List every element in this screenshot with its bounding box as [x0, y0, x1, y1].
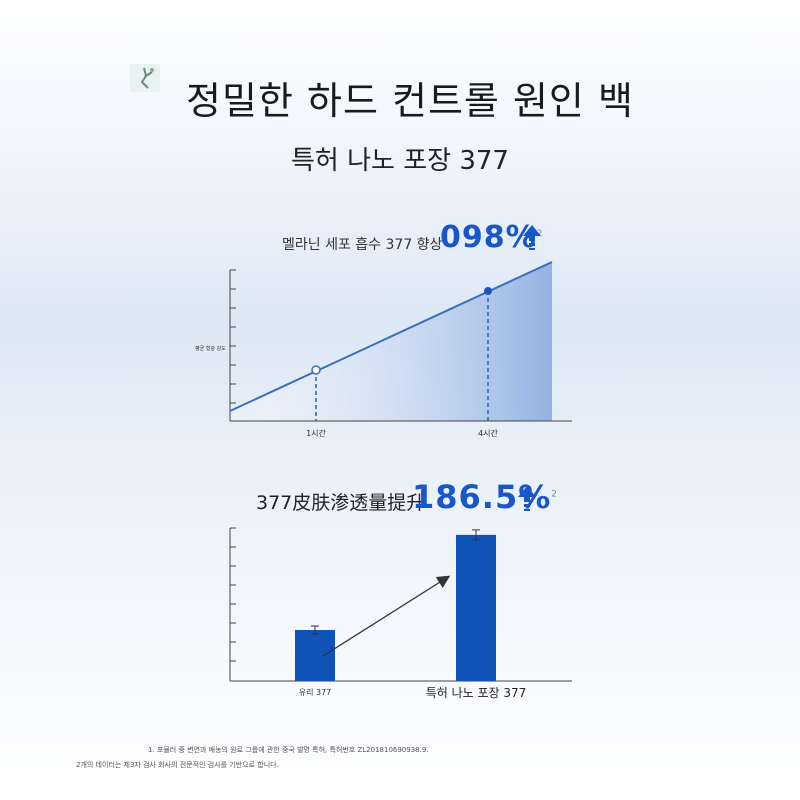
chart1-highlight-text: 098%: [440, 220, 537, 255]
chart2-xtick-2: 특허 나노 포장 377: [426, 686, 527, 700]
chart1-series-line: [229, 261, 553, 412]
chart2-footnote-mark: 2: [551, 489, 559, 500]
chart2-trend-arrow: [322, 575, 451, 657]
footnote-1: 1. 포뮬러 중 변연과 배농의 원료 그룹에 관한 중국 발명 특허, 특허번…: [148, 746, 429, 754]
chart2-bar-1: [295, 630, 335, 681]
arrow-up-icon: [523, 225, 541, 250]
chart2-title: 377皮肤渗透量提升: [256, 492, 426, 514]
chart1-point-4h: [484, 287, 492, 295]
arrow-up-icon: [518, 486, 536, 511]
chart1-footnote-mark: 2: [536, 229, 544, 239]
brand-logo-icon: [130, 64, 160, 92]
chart1-point-1h: [311, 365, 321, 375]
page-subtitle: 특허 나노 포장 377: [291, 146, 509, 176]
chart2-xtick-1: 유리 377: [299, 688, 332, 697]
chart1-xtick-1: 1시간: [306, 428, 326, 438]
footnote-2: 2개의 데이터는 제3자 검사 회사의 전문적인 검사를 기반으로 합니다.: [76, 761, 279, 769]
chart1-ylabel: 평균 형광 강도: [195, 345, 226, 352]
chart2-error-bar-2: [472, 529, 480, 541]
chart2-bar-2: [456, 534, 496, 681]
chart1-y-ticks: [230, 269, 236, 404]
chart1-xtick-2: 4시간: [478, 428, 498, 438]
page-title: 정밀한 하드 컨트롤 원인 백: [186, 79, 634, 123]
chart2-y-ticks: [230, 527, 236, 662]
chart1-title: 멜라닌 세포 흡수 377 향상: [282, 237, 443, 253]
chart2-error-bar-1: [311, 625, 319, 635]
chart1-highlight-value: 098%2: [440, 220, 543, 255]
chart1-area-fill: [230, 262, 552, 421]
